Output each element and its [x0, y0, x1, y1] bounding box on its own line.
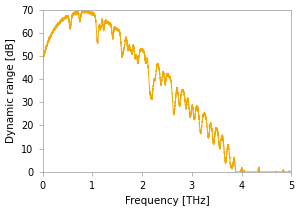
X-axis label: Frequency [THz]: Frequency [THz]	[124, 197, 209, 206]
Y-axis label: Dynamic range [dB]: Dynamic range [dB]	[6, 38, 16, 143]
